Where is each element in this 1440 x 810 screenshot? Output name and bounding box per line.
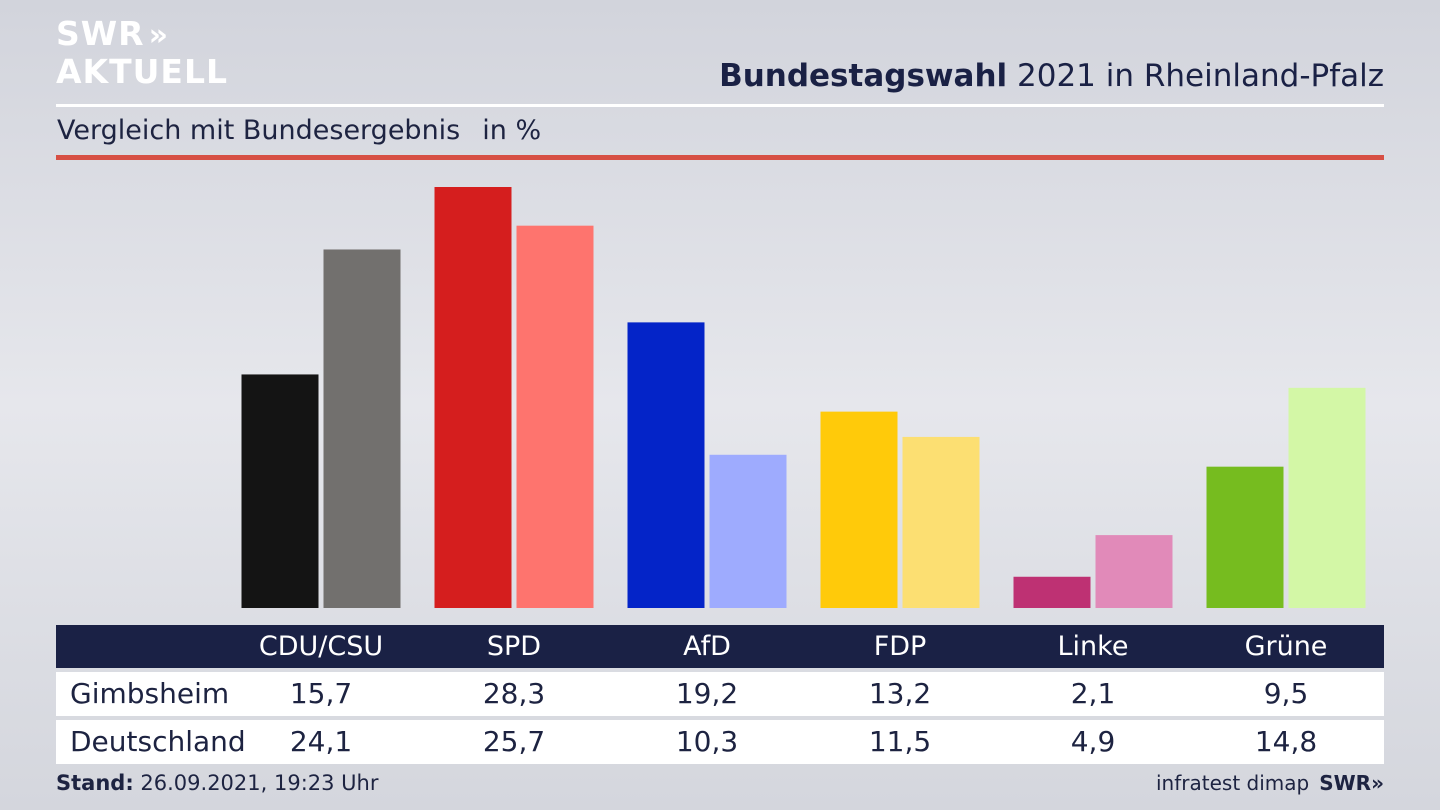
row-label-deutschland: Deutschland	[70, 725, 246, 758]
value-deutschland-5: 14,8	[1254, 725, 1318, 758]
chart-title: Bundestagswahl 2021 in Rheinland-Pfalz	[719, 58, 1384, 94]
bar-cdu-csu-deutschland	[323, 249, 401, 608]
value-deutschland-4: 4,9	[1070, 725, 1116, 758]
stand-label: Stand:	[56, 771, 134, 795]
header-gr-ne: Grüne	[1244, 631, 1328, 662]
value-gimbsheim-4: 2,1	[1070, 677, 1116, 710]
title-rest: 2021 in Rheinland-Pfalz	[1007, 58, 1384, 94]
value-deutschland-2: 10,3	[675, 725, 739, 758]
bar-gr-ne-gimbsheim	[1206, 466, 1284, 608]
header-cdu-csu: CDU/CSU	[258, 631, 384, 662]
table-header-row: CDU/CSU SPD AfD FDP Linke Grüne	[56, 625, 1384, 668]
value-deutschland-3: 11,5	[868, 725, 932, 758]
bar-cdu-csu-gimbsheim	[241, 374, 319, 608]
source-name: infratest dimap	[1156, 771, 1310, 795]
row-label-gimbsheim: Gimbsheim	[70, 677, 230, 710]
logo-line2: AKTUELL	[56, 52, 229, 91]
header-spd: SPD	[486, 631, 542, 662]
header-fdp: FDP	[873, 631, 927, 662]
table-row-gimbsheim: Gimbsheim 15,7 28,3 19,2 13,2 2,1 9,5	[56, 672, 1384, 716]
results-table: CDU/CSU SPD AfD FDP Linke Grüne Gimbsheim 15,7…	[56, 625, 1384, 764]
value-gimbsheim-1: 28,3	[482, 677, 546, 710]
bar-spd-deutschland	[516, 225, 594, 608]
stand-value: 26.09.2021, 19:23 Uhr	[133, 771, 379, 795]
value-deutschland-1: 25,7	[482, 725, 546, 758]
bar-afd-deutschland	[709, 454, 787, 608]
table-row-deutschland: Deutschland 24,1 25,7 10,3 11,5 4,9 14,8	[56, 720, 1384, 764]
logo-line1: SWR	[56, 14, 145, 53]
bar-fdp-gimbsheim	[820, 411, 898, 608]
value-gimbsheim-2: 19,2	[675, 677, 739, 710]
swr-small-logo: SWR»	[1319, 771, 1384, 795]
chart-subtitle: Vergleich mit Bundesergebnis in %	[57, 115, 541, 146]
timestamp: Stand: 26.09.2021, 19:23 Uhr	[56, 771, 379, 795]
value-gimbsheim-5: 9,5	[1263, 677, 1309, 710]
logo-chevrons-icon: »	[148, 18, 169, 53]
value-gimbsheim-0: 15,7	[289, 677, 353, 710]
bar-gr-ne-deutschland	[1288, 387, 1366, 608]
value-deutschland-0: 24,1	[289, 725, 353, 758]
bar-afd-gimbsheim	[627, 322, 705, 608]
swr-aktuell-logo: SWR» AKTUELL	[56, 16, 228, 90]
bar-linke-deutschland	[1095, 535, 1173, 608]
subtitle-text: Vergleich mit Bundesergebnis	[57, 115, 461, 146]
title-bold: Bundestagswahl	[719, 58, 1008, 94]
unit-label: in %	[482, 115, 542, 146]
bar-spd-gimbsheim	[434, 187, 512, 608]
title-divider	[56, 104, 1384, 107]
header-linke: Linke	[1057, 631, 1129, 662]
header-afd: AfD	[683, 631, 731, 662]
subtitle-divider	[56, 155, 1384, 160]
bar-linke-gimbsheim	[1013, 576, 1091, 608]
value-gimbsheim-3: 13,2	[868, 677, 932, 710]
source-credit: infratest dimap SWR»	[1156, 771, 1384, 795]
bar-chart	[241, 187, 1366, 608]
bar-fdp-deutschland	[902, 436, 980, 608]
